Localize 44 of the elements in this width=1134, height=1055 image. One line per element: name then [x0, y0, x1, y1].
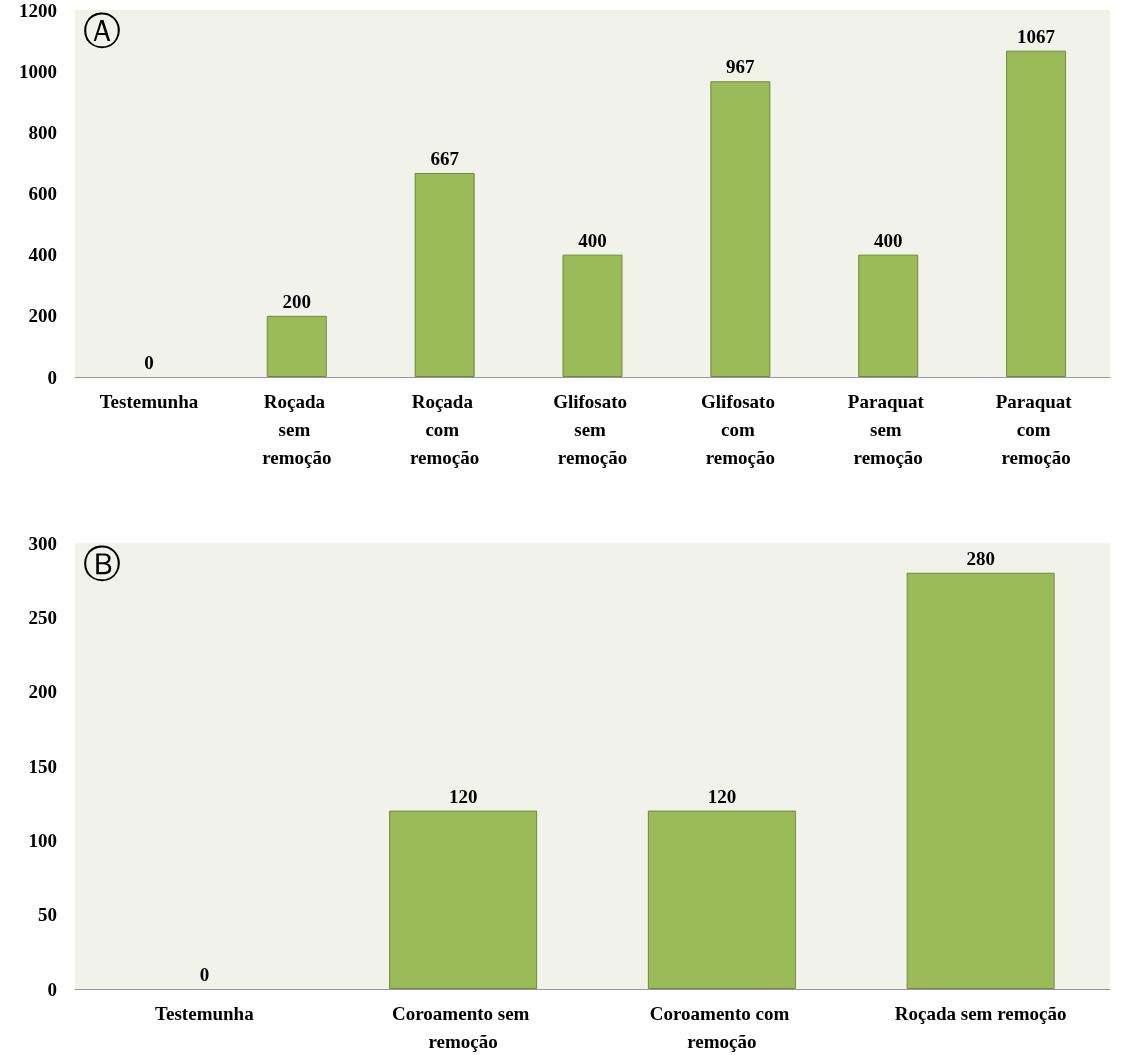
- x-tick-label: Paraquat sem remoção: [847, 390, 929, 468]
- x-tick-label: Testemunha: [155, 1002, 255, 1024]
- y-tick-label: 300: [28, 532, 57, 554]
- y-tick-label: 50: [38, 904, 57, 926]
- data-label: 0: [144, 352, 154, 373]
- x-tick-label: Roçada sem remoção: [262, 390, 332, 468]
- annotation: Ⓑ: [83, 542, 121, 586]
- data-label: 200: [282, 290, 312, 312]
- y-tick-label: 250: [28, 606, 57, 628]
- data-label: 120: [707, 785, 737, 807]
- y-tick-label: 400: [28, 244, 57, 266]
- y-tick-label: 1200: [19, 0, 57, 21]
- y-tick-label: 200: [28, 681, 57, 703]
- y-tick-label: 600: [28, 183, 57, 204]
- x-tick-label: Testemunha: [99, 390, 199, 412]
- data-label: 667: [430, 148, 460, 170]
- data-label: 967: [726, 56, 756, 78]
- x-tick-label: Coroamento sem remoção: [392, 1002, 535, 1052]
- bar: [1006, 50, 1067, 377]
- x-tick-label: Glifosato com remoção: [701, 390, 780, 468]
- y-tick-label: 150: [28, 755, 57, 777]
- y-tick-label: 0: [47, 978, 57, 1000]
- x-tick-label: Paraquat com remoção: [995, 390, 1077, 468]
- x-tick-label: Roçada sem remoção: [894, 1002, 1067, 1024]
- x-tick-label: Roçada com remoção: [409, 390, 480, 468]
- bar: [266, 315, 327, 377]
- data-label: 120: [448, 785, 478, 807]
- y-tick-label: 0: [47, 366, 57, 388]
- bar: [858, 254, 919, 377]
- x-tick-label: Glifosato sem remoção: [553, 390, 632, 468]
- y-tick-label: 200: [28, 305, 57, 327]
- y-tick-label: 800: [28, 121, 57, 143]
- annotation: Ⓐ: [83, 9, 121, 53]
- data-label: 1067: [1017, 25, 1056, 47]
- data-label: 400: [873, 229, 903, 251]
- y-tick-label: 1000: [19, 60, 57, 82]
- bar: [414, 173, 475, 377]
- bar: [710, 81, 771, 377]
- bar: [562, 254, 623, 377]
- data-label: 280: [966, 547, 995, 569]
- x-tick-label: Coroamento com remoção: [649, 1002, 794, 1052]
- data-label: 0: [199, 964, 210, 985]
- data-label: 400: [578, 229, 607, 251]
- y-tick-label: 100: [28, 829, 57, 851]
